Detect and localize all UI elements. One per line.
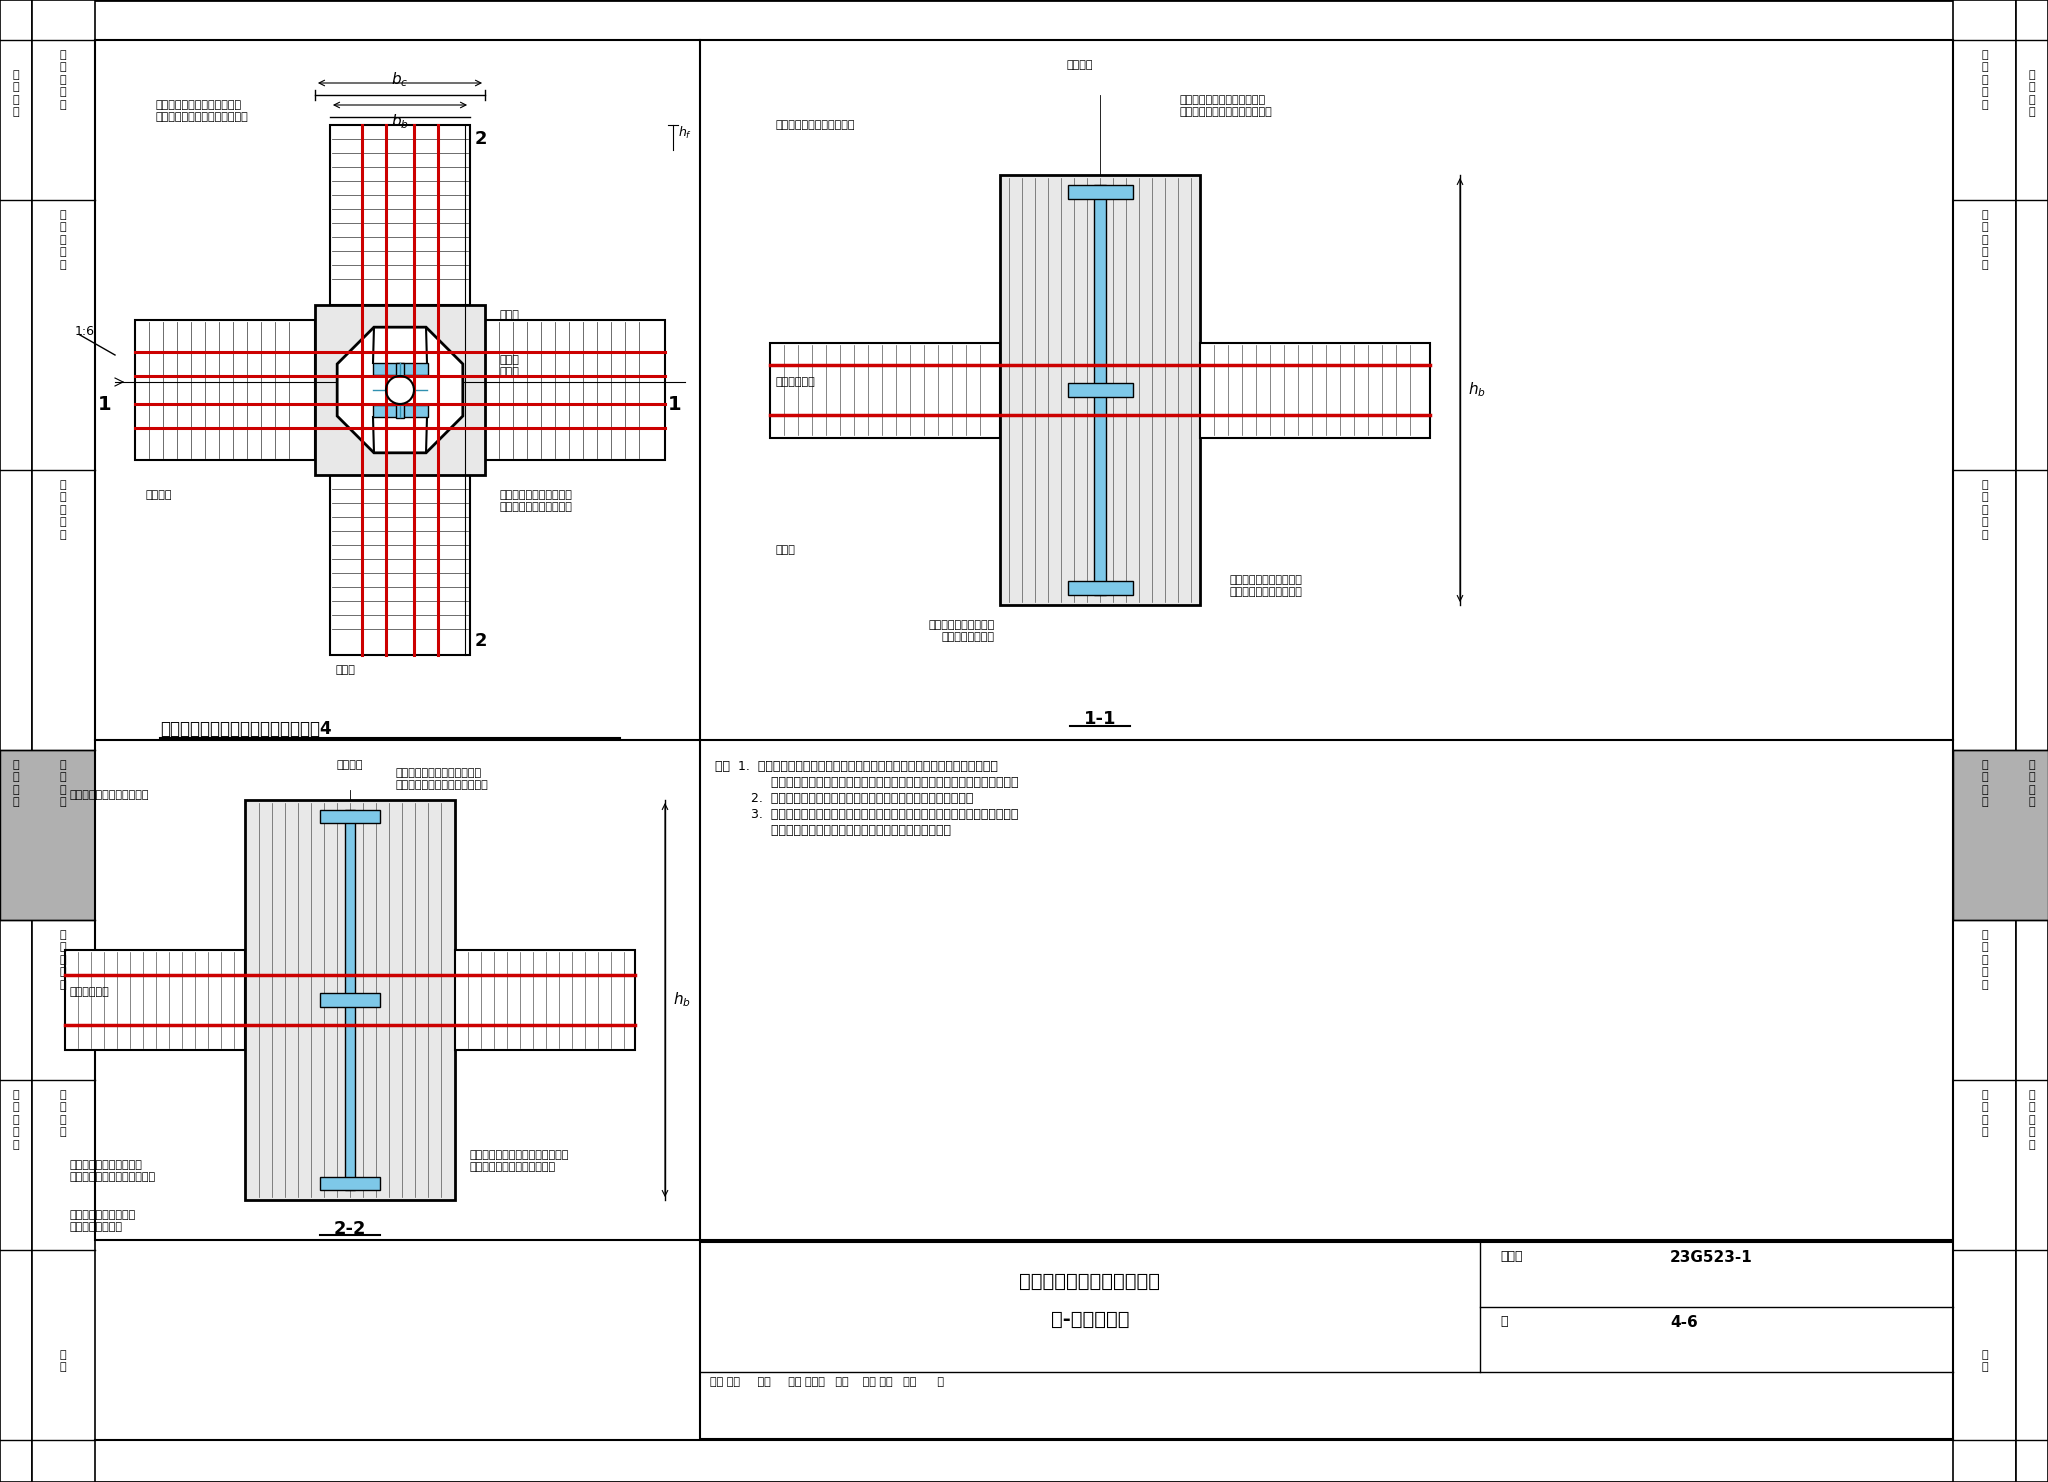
Bar: [485, 320, 666, 459]
Text: 构
造
详
图: 构 造 详 图: [59, 760, 66, 808]
Bar: [135, 320, 315, 459]
Text: 型钢混凝土柱与混凝土梁的连接示意4: 型钢混凝土柱与混凝土梁的连接示意4: [160, 720, 332, 738]
Bar: [1954, 750, 2048, 920]
Bar: [373, 363, 428, 375]
Text: 梁中间部分纵筋焊于连接板上
焊缝长度尚应满足等强连接要求: 梁中间部分纵筋焊于连接板上 焊缝长度尚应满足等强连接要求: [156, 99, 248, 123]
Text: 一
般
规
定: 一 般 规 定: [2030, 70, 2036, 117]
Text: 2: 2: [475, 631, 487, 651]
Text: 钢筋混凝土梁: 钢筋混凝土梁: [70, 987, 111, 997]
Bar: [700, 1242, 1954, 1439]
Text: 构
造
详
图: 构 造 详 图: [1982, 760, 1989, 808]
Bar: [319, 993, 381, 1006]
Text: 节点区箍筋焊接于加劲加上: 节点区箍筋焊接于加劲加上: [70, 790, 150, 800]
Bar: [770, 342, 999, 439]
Text: 钢筋混凝土梁: 钢筋混凝土梁: [774, 376, 815, 387]
Bar: [66, 950, 246, 1051]
Bar: [395, 363, 403, 418]
Bar: [246, 800, 455, 1200]
Text: $h_f$: $h_f$: [678, 124, 692, 141]
Bar: [1200, 342, 1430, 439]
Bar: [319, 1177, 381, 1190]
Text: 审核 杨华     打丁     校对 朱可义   松板    设计 程曦   挺试      页: 审核 杨华 打丁 校对 朱可义 松板 设计 程曦 挺试 页: [711, 1377, 944, 1387]
Bar: [319, 811, 381, 823]
Bar: [344, 811, 354, 1190]
Text: 柱
脚
、
墙
脚: 柱 脚 、 墙 脚: [2030, 1089, 2036, 1150]
Bar: [1067, 185, 1133, 199]
Text: 23G523-1: 23G523-1: [1669, 1249, 1753, 1266]
Text: 节点区另一方向贯通纵筋自然弯曲
绕过柱内型钢贯穿通过节点区: 节点区另一方向贯通纵筋自然弯曲 绕过柱内型钢贯穿通过节点区: [469, 1150, 569, 1172]
Text: 1: 1: [668, 396, 682, 413]
Text: 柱
脚
、
墙
脚: 柱 脚 、 墙 脚: [12, 1089, 18, 1150]
Text: 附
录: 附 录: [1982, 1350, 1989, 1372]
Bar: [0, 750, 94, 920]
Text: 梁腰筋: 梁腰筋: [774, 545, 795, 554]
Text: 柱
构
造
详
图: 柱 构 造 详 图: [1982, 480, 1989, 539]
Text: 1:6: 1:6: [76, 325, 94, 338]
Text: 柱
构
造
详
图: 柱 构 造 详 图: [59, 480, 66, 539]
Text: 梁
构
造
详
图: 梁 构 造 详 图: [1982, 210, 1989, 270]
Bar: [330, 124, 469, 305]
Text: 墙
构
造
详
图: 墙 构 造 详 图: [1982, 931, 1989, 990]
Bar: [330, 476, 469, 655]
Text: 2-2: 2-2: [334, 1220, 367, 1237]
Bar: [999, 175, 1200, 605]
Text: 型钢混
凝土柱: 型钢混 凝土柱: [500, 356, 520, 378]
Text: 梁
柱
节
点: 梁 柱 节 点: [2030, 760, 2036, 808]
Text: 一
般
规
定: 一 般 规 定: [12, 70, 18, 117]
Text: 纵向钢筋与连接板连接
详见一般构造要求: 纵向钢筋与连接板连接 详见一般构造要求: [70, 1209, 137, 1233]
Text: 梁中间部分纵筋焊于连接板上
焊缝长度尚应满足等强连接要求: 梁中间部分纵筋焊于连接板上 焊缝长度尚应满足等强连接要求: [395, 768, 487, 790]
Text: 节点区贯通纵筋自然弯曲
从另一方向纵筋上侧通过: 节点区贯通纵筋自然弯曲 从另一方向纵筋上侧通过: [1231, 575, 1303, 597]
Text: 柱内型钢: 柱内型钢: [336, 760, 362, 771]
Text: 墙
构
造
详
图: 墙 构 造 详 图: [59, 931, 66, 990]
Bar: [1094, 185, 1106, 594]
Text: $h_b$: $h_b$: [1468, 381, 1487, 399]
Text: 4-6: 4-6: [1669, 1315, 1698, 1329]
Text: 附
录: 附 录: [59, 1350, 66, 1372]
Bar: [0, 0, 33, 1482]
Text: 柱内型钢: 柱内型钢: [1067, 59, 1094, 70]
Text: 注：  1.  两方向梁的两侧纵筋贯穿通过型钢混凝土柱，中间纵筋与柱型钢上设置的
              连接板可靠焊接，两方向等高梁焊接于连接板上的钢筋可: 注： 1. 两方向梁的两侧纵筋贯穿通过型钢混凝土柱，中间纵筋与柱型钢上设置的 连…: [715, 760, 1018, 837]
Bar: [373, 405, 428, 416]
Text: 梁
柱
节
点: 梁 柱 节 点: [12, 760, 18, 808]
Text: 图集号: 图集号: [1499, 1249, 1522, 1263]
Bar: [315, 305, 485, 476]
Text: 梁两侧纵筋自然弯曲绕过
柱内型钢贯穿通过节点区: 梁两侧纵筋自然弯曲绕过 柱内型钢贯穿通过节点区: [500, 491, 573, 513]
Text: 梁
构
造
详
图: 梁 构 造 详 图: [59, 210, 66, 270]
Text: 柱内型钢: 柱内型钢: [145, 491, 172, 499]
Text: 2: 2: [475, 130, 487, 148]
Bar: [94, 40, 1954, 1240]
Text: 1-1: 1-1: [1083, 710, 1116, 728]
Text: $h_b$: $h_b$: [674, 990, 690, 1009]
Bar: [2015, 0, 2048, 1482]
Text: 构
造
详
图: 构 造 详 图: [59, 1089, 66, 1137]
Text: 构
造
详
图: 构 造 详 图: [1982, 1089, 1989, 1137]
Text: 纵向钢筋与连接板连接
详见一般构造要求: 纵向钢筋与连接板连接 详见一般构造要求: [928, 619, 995, 642]
Text: $b_c$: $b_c$: [391, 70, 410, 89]
Circle shape: [385, 376, 414, 405]
Text: 页: 页: [1499, 1315, 1507, 1328]
Text: 梁中间部分纵筋焊于连接板上
焊缝长度尚应满足等强连接要求: 梁中间部分纵筋焊于连接板上 焊缝长度尚应满足等强连接要求: [1180, 95, 1272, 117]
Text: 节点区箍筋焊接于加劲加上: 节点区箍筋焊接于加劲加上: [774, 120, 854, 130]
Bar: [1067, 581, 1133, 594]
Text: 1: 1: [98, 396, 113, 413]
Text: 梁全部腰筋水平自然弯曲
绕过柱内型钢贯穿通过节点区: 梁全部腰筋水平自然弯曲 绕过柱内型钢贯穿通过节点区: [70, 1160, 156, 1183]
Text: 型钢混凝土柱与混凝土梁的: 型钢混凝土柱与混凝土梁的: [1020, 1272, 1161, 1291]
Text: 梁箍筋: 梁箍筋: [336, 665, 354, 674]
Text: 及
构
造
要
求: 及 构 造 要 求: [59, 50, 66, 110]
Bar: [33, 0, 94, 1482]
Bar: [455, 950, 635, 1051]
Bar: [1067, 382, 1133, 397]
Text: 加劲肋: 加劲肋: [500, 310, 520, 320]
Bar: [1954, 0, 2015, 1482]
Text: $b_b$: $b_b$: [391, 113, 410, 130]
Text: 梁-柱节点构造: 梁-柱节点构造: [1051, 1310, 1128, 1329]
Polygon shape: [338, 328, 463, 453]
Text: 及
构
造
要
求: 及 构 造 要 求: [1982, 50, 1989, 110]
